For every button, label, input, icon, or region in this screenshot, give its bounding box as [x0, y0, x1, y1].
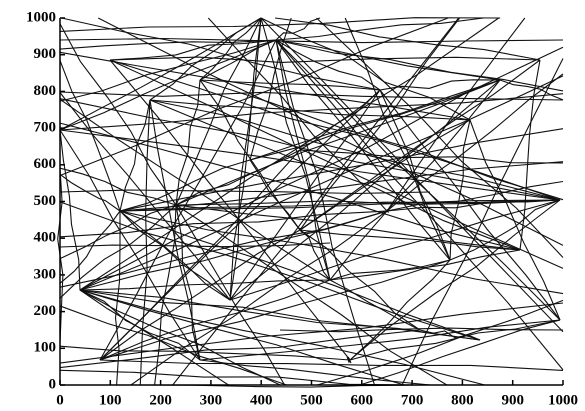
y-tick-label: 1000: [26, 9, 56, 25]
road: [60, 243, 330, 247]
y-tick-label: 600: [34, 156, 57, 172]
y-tick-label: 400: [34, 230, 57, 246]
y-tick-label: 200: [34, 303, 57, 319]
road: [261, 18, 330, 280]
x-tick-label: 800: [451, 392, 474, 408]
road: [110, 57, 540, 62]
chart: 0 100 200 300 400 500 600 700 800 900 1000 0 100 200 3…: [0, 0, 585, 411]
road: [60, 39, 563, 43]
x-tick-label: 0: [56, 392, 64, 408]
road: [80, 76, 563, 290]
x-tick-label: 700: [401, 392, 424, 408]
road: [60, 18, 500, 32]
road: [350, 260, 450, 360]
road: [110, 60, 563, 268]
y-tick-label: 0: [49, 376, 57, 392]
road: [120, 160, 250, 211]
road: [60, 190, 430, 194]
road: [450, 120, 470, 260]
road: [100, 360, 563, 370]
x-tick-label: 400: [250, 392, 273, 408]
x-tick-label: 300: [200, 392, 223, 408]
road: [402, 58, 563, 385]
x-tick-label: 500: [300, 392, 323, 408]
y-tick-label: 100: [34, 340, 57, 356]
y-tick-label: 500: [34, 193, 57, 209]
road: [276, 40, 380, 90]
page: 0 100 200 300 400 500 600 700 800 900 1000 0 100 200 3…: [0, 0, 585, 411]
road: [380, 90, 560, 320]
road: [470, 120, 560, 320]
road: [60, 40, 276, 49]
road: [60, 130, 80, 290]
x-tick-label: 1000: [548, 392, 578, 408]
road: [176, 18, 261, 205]
road-network: [58, 18, 563, 387]
y-tick-label: 900: [34, 46, 57, 62]
x-tick-label: 600: [351, 392, 374, 408]
road: [200, 40, 276, 80]
road: [230, 90, 380, 300]
y-tick-label: 700: [34, 120, 57, 136]
y-tick-label: 300: [34, 266, 57, 282]
x-tick-label: 100: [99, 392, 122, 408]
road: [208, 18, 387, 211]
road: [116, 211, 121, 385]
y-tick-label: 800: [34, 83, 57, 99]
x-tick-label: 900: [501, 392, 524, 408]
x-tick-label: 200: [149, 392, 172, 408]
road: [380, 80, 500, 90]
